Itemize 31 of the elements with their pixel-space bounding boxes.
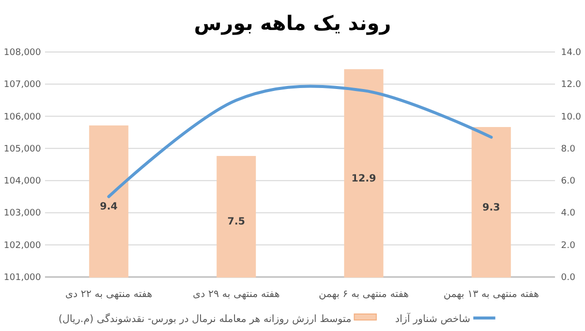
bar bbox=[216, 156, 256, 278]
y-tick-label: 103,000 bbox=[4, 208, 42, 219]
y-tick-label: 101,000 bbox=[4, 273, 42, 283]
bar bbox=[89, 125, 128, 278]
x-tick-label: هفته منتهی به ۲۲ دی bbox=[65, 289, 152, 300]
y2-tick-label: 6.0 bbox=[561, 176, 576, 187]
y2-tick-label: 8.0 bbox=[561, 144, 576, 154]
legend-label: شاخص شناور آزاد bbox=[395, 312, 470, 325]
x-tick-label: هفته منتهی به ۶ بهمن bbox=[318, 289, 409, 300]
y-tick-label: 105,000 bbox=[4, 144, 42, 154]
x-tick-label: هفته منتهی به ۲۹ دی bbox=[192, 289, 280, 300]
data-label: 12.9 bbox=[351, 173, 376, 184]
y2-tick-label: 2.0 bbox=[561, 240, 576, 251]
y-tick-label: 102,000 bbox=[4, 240, 42, 251]
chart-title: روند یک ماهه بورس bbox=[194, 11, 391, 35]
data-label: 7.5 bbox=[227, 216, 246, 228]
y2-tick-label: 4.0 bbox=[561, 208, 576, 219]
data-label: 9.4 bbox=[100, 201, 118, 212]
bar bbox=[472, 127, 511, 278]
y-tick-label: 104,000 bbox=[4, 176, 42, 187]
data-label: 9.3 bbox=[482, 202, 500, 214]
y2-tick-label: 12.0 bbox=[561, 80, 582, 90]
y2-tick-label: 0.0 bbox=[561, 273, 576, 283]
legend-label: متوسط ارزش روزانه هر معامله نرمال در بورس- نقدشوندگی (م.ریال) bbox=[58, 313, 352, 325]
y2-tick-label: 14.0 bbox=[561, 48, 582, 58]
x-tick-label: هفته منتهی به ۱۳ بهمن bbox=[444, 289, 539, 300]
y-tick-label: 107,000 bbox=[4, 80, 42, 90]
bar bbox=[344, 69, 384, 278]
y-tick-label: 106,000 bbox=[4, 112, 42, 122]
y-tick-label: 108,000 bbox=[4, 48, 42, 58]
y2-tick-label: 10.0 bbox=[561, 112, 582, 122]
